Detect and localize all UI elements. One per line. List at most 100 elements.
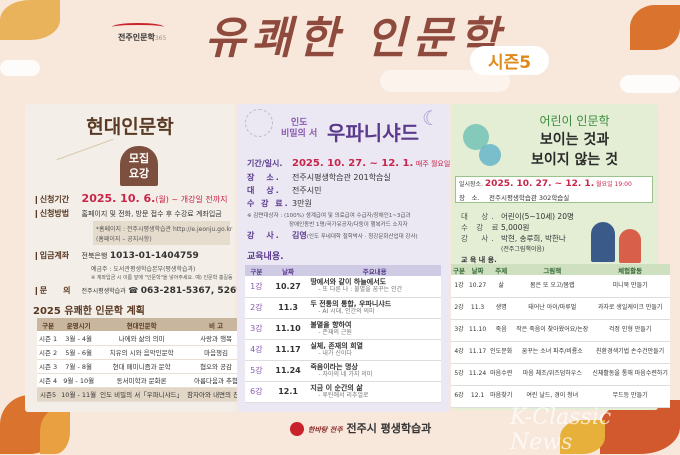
table-cell: 3월 - 4월 xyxy=(59,331,99,346)
table-cell: 걱정 인형 만들기 xyxy=(590,319,670,342)
table-row: 2강 11.3 두 전통의 통합, 우파니샤드 - AI 시대, 인간의 의미 xyxy=(245,297,441,319)
lecture-date: 12.1 xyxy=(267,381,309,403)
column-header: 현대인문학 xyxy=(98,318,186,331)
column-header: 체험활동 xyxy=(590,264,670,275)
column-header: 그림책 xyxy=(514,264,591,275)
lecture-number: 6강 xyxy=(245,381,268,403)
jeonju-flower-logo xyxy=(290,422,304,436)
children-humanities-panel: 어린이 인문학 보이는 것과 보이지 않는 것 일시장소. 2025. 10. … xyxy=(451,104,670,410)
table-cell: 꿈꾸는 소녀 파주/비룡소 xyxy=(514,341,591,364)
watermark: K-Classic News xyxy=(510,405,612,455)
autumn-leaf-decoration xyxy=(40,410,70,454)
autumn-leaf-decoration xyxy=(0,0,60,40)
table-cell: 4강 xyxy=(451,341,467,364)
table-header-row: 구분 날짜 주제 그림책 체험활동 xyxy=(451,264,670,275)
autumn-leaf-decoration xyxy=(630,5,680,50)
table-cell: 시즌 2 xyxy=(37,345,60,360)
content-title: 교육내용. xyxy=(247,252,284,262)
table-cell: 6강 xyxy=(451,385,467,408)
column-header: 구분 xyxy=(37,318,60,331)
lecture-date: 10.27 xyxy=(267,276,309,298)
jeonju-humanities-logo: 전주인문학365 xyxy=(112,23,166,43)
table-row: 시즌 1 3월 - 4월 나에와 삶의 의미 사랑과 행복 xyxy=(37,331,248,346)
lecture-content: 죽음이라는 명상 - 자아의 네 가지 의미 xyxy=(308,360,441,382)
lecture-date: 11.10 xyxy=(267,318,309,340)
table-row: 3강 11.10 불멸을 향하여 - 존재의 근원 xyxy=(245,318,441,340)
lecturer-org: (전주그림책이음) xyxy=(501,246,545,253)
lecture-title: 지금 이 순간의 삶 xyxy=(310,383,363,392)
table-cell: 2강 xyxy=(451,297,467,320)
panel-title-line1: 보이는 것과 xyxy=(539,132,610,148)
column-header: 비 고 xyxy=(185,318,248,331)
table-cell: 11.17 xyxy=(466,341,489,364)
page-title: 유쾌한 인문학 xyxy=(205,13,506,64)
table-cell: 11.24 xyxy=(466,363,489,386)
table-row: 1강 10.27 삶 봄은 또 오고/봄랩 미니북 만들기 xyxy=(451,275,670,298)
column-header: 구분 xyxy=(245,265,268,276)
table-cell: 친환경색기법 손수건만들기 xyxy=(590,341,670,364)
lecture-title: 죽음이라는 명상 xyxy=(310,362,358,371)
subtitle: 인도 비밀의 서 xyxy=(281,118,318,139)
recruitment-badge: 모집 요강 xyxy=(120,146,158,186)
girl-illustration xyxy=(619,229,641,263)
table-cell: 11.10 xyxy=(466,319,489,342)
lecture-subtitle: - 또 다른 나 : 불멸을 꿈꾸는 인간 xyxy=(318,286,403,294)
table-cell: 무드등 만들기 xyxy=(590,385,670,408)
panel-title-line2: 보이지 않는 것 xyxy=(530,152,619,168)
table-cell: 미니북 만들기 xyxy=(590,275,670,298)
column-header: 날짜 xyxy=(267,265,309,276)
footer-org: 한바탕 전주 전주시 평생학습과 xyxy=(290,420,431,436)
plan-table: 구분 운영시기 현대인문학 비 고 시즌 1 3월 - 4월 나에와 삶의 의미 사랑과 행복… xyxy=(37,318,248,402)
modern-humanities-panel: 현대인문학 모집 요강 ❙신청기간 2025. 10. 6.(월) ~ 개강일 전… xyxy=(25,104,248,412)
table-cell: 시즌5 xyxy=(37,387,60,402)
panel-title: 우파니샤드 xyxy=(327,121,419,145)
table-cell: 12.1 xyxy=(466,385,489,408)
table-cell: 마음챙김 xyxy=(185,345,248,360)
column-header: 구분 xyxy=(451,264,467,275)
cloud-decoration xyxy=(0,60,40,76)
lecture-subtitle: - 루틴에서 리추얼로 xyxy=(318,391,369,399)
lecture-content: 땅에서와 같이 하늘에서도 - 또 다른 나 : 불멸을 꿈꾸는 인간 xyxy=(308,276,441,298)
lecture-content: 두 전통의 통합, 우파니샤드 - AI 시대, 인간의 의미 xyxy=(308,297,441,319)
table-cell: 혐오와 공감 xyxy=(185,359,248,374)
shooting-star-icon xyxy=(56,138,114,161)
cloud-decoration xyxy=(620,75,680,93)
table-cell: 마음찾기 xyxy=(488,385,515,408)
lecture-content: 실체, 존재의 희열 - 내가 신이다 xyxy=(308,339,441,361)
lecture-title: 실체, 존재의 희열 xyxy=(310,341,363,350)
table-cell: 1강 xyxy=(451,275,467,298)
datetime-box: 일시장소. 2025. 10. 27. ~ 12. 1. 월요일 19:00 장… xyxy=(455,176,653,203)
column-header: 주요내용 xyxy=(308,265,441,276)
table-cell: 마음수련 xyxy=(488,363,515,386)
table-row: 시즌 2 5월 - 6월 치유의 시와 음악인문학 마음챙김 xyxy=(37,345,248,360)
table-cell: 치유의 시와 음악인문학 xyxy=(98,345,186,360)
table-cell: 사랑과 행복 xyxy=(185,331,248,346)
table-cell: 태어난 아이/마루벌 xyxy=(514,297,591,320)
lecture-title: 땅에서와 같이 하늘에서도 xyxy=(310,278,387,287)
table-row: 시즌 3 7월 - 8월 현대 페미니즘과 문학 혐오와 공감 xyxy=(37,359,248,374)
table-cell: 작은 죽음이 찾아왔어요/논장 xyxy=(514,319,591,342)
moon-icon: ☾ xyxy=(422,106,440,130)
table-cell: 시즌 3 xyxy=(37,359,60,374)
lecture-number: 2강 xyxy=(245,297,268,319)
table-cell: 3강 xyxy=(451,319,467,342)
table-cell: 11.3 xyxy=(466,297,489,320)
table-row: 1강 10.27 땅에서와 같이 하늘에서도 - 또 다른 나 : 불멸을 꿈꾸는 인… xyxy=(245,276,441,298)
boy-illustration xyxy=(591,222,615,262)
lecture-content: 지금 이 순간의 삶- 루틴에서 리추얼로 xyxy=(308,381,441,403)
table-cell: 죽음 xyxy=(488,319,515,342)
table-cell: 삶 xyxy=(488,275,515,298)
flower-decoration xyxy=(479,144,501,166)
table-cell: 동서미학과 문화론 xyxy=(98,373,186,388)
autumn-leaf-decoration xyxy=(560,420,605,454)
subtitle: 어린이 인문학 xyxy=(539,114,610,128)
table-cell: 시즌 4 xyxy=(37,373,60,388)
table-cell: 아름다움과 추함 xyxy=(185,373,248,388)
lecture-content: 불멸을 향하여 - 존재의 근원 xyxy=(308,318,441,340)
curriculum-table: 구분 날짜 주제 그림책 체험활동 1강 10.27 삶 봄은 또 오고/봄랩 미니북 만들기 2강… xyxy=(451,264,670,408)
curriculum-table: 구분 날짜 주요내용 1강 10.27 땅에서와 같이 하늘에서도 - 또 다른 나 : 불… xyxy=(245,265,441,403)
table-cell: 7월 - 8월 xyxy=(59,359,99,374)
table-row: 2강 11.3 생명 태어난 아이/마루벌 과자로 생일케이크 만들기 xyxy=(451,297,670,320)
table-cell: 봄은 또 오고/봄랩 xyxy=(514,275,591,298)
lecture-title: 불멸을 향하여 xyxy=(310,320,352,329)
